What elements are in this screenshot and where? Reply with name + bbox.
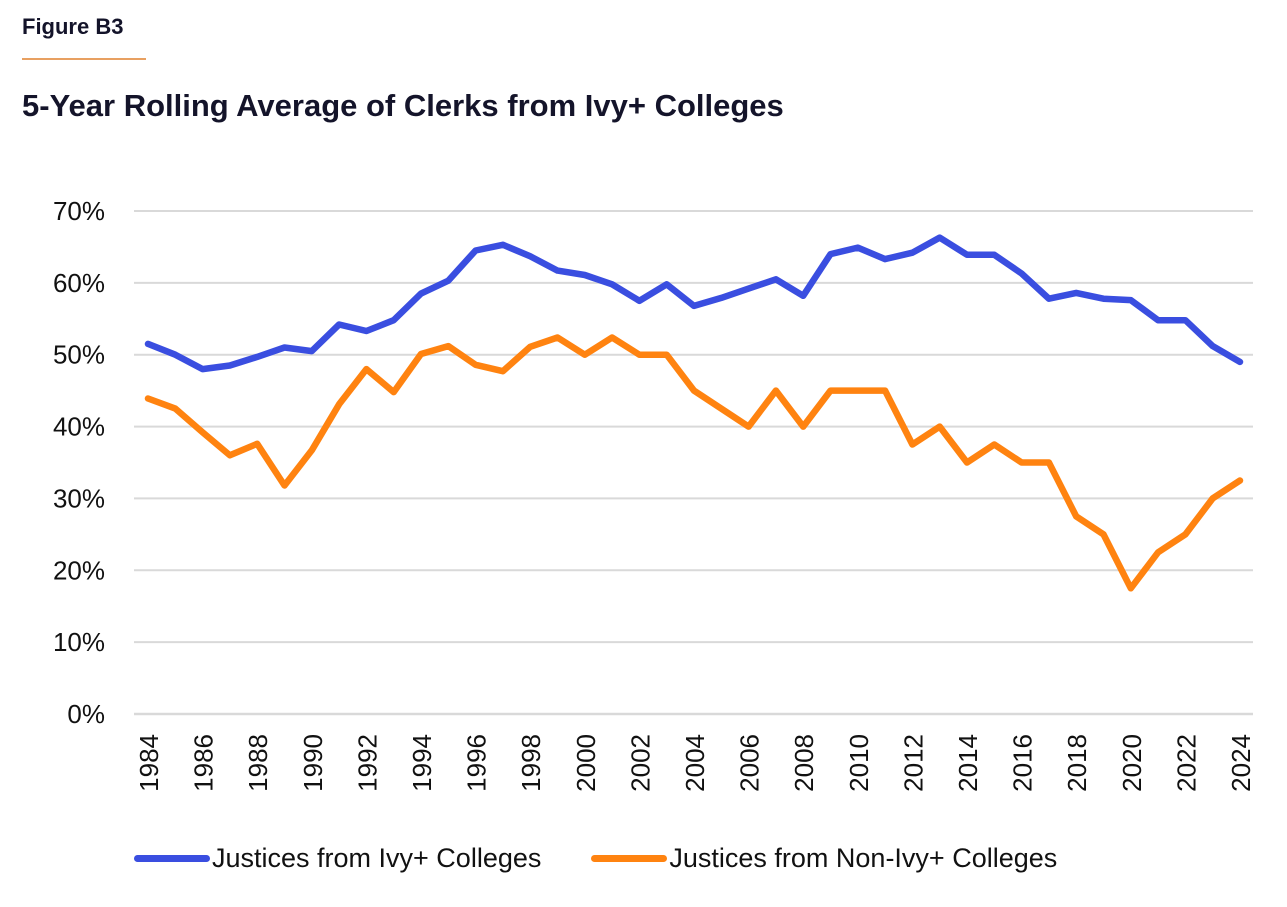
x-tick-label: 1992 xyxy=(352,734,382,792)
x-axis-ticks: 1984 1986 1988 1990 1992 1994 1996 1998 2000 2002… xyxy=(134,734,1256,792)
y-tick-label: 30% xyxy=(53,483,105,513)
x-tick-label: 2014 xyxy=(953,734,983,792)
x-tick-label: 1996 xyxy=(462,734,492,792)
figure-label-underline xyxy=(22,58,146,60)
x-tick-label: 1984 xyxy=(134,734,164,792)
legend-label-non-ivy: Justices from Non-Ivy+ Colleges xyxy=(669,843,1058,873)
x-tick-label: 1986 xyxy=(189,734,219,792)
y-tick-label: 10% xyxy=(53,627,105,657)
y-tick-label: 20% xyxy=(53,555,105,585)
legend: Justices from Ivy+ Colleges Justices fro… xyxy=(134,843,1107,874)
x-tick-label: 2012 xyxy=(898,734,928,792)
x-tick-label: 2010 xyxy=(844,734,874,792)
y-tick-label: 60% xyxy=(53,268,105,298)
legend-label-ivy: Justices from Ivy+ Colleges xyxy=(212,843,542,873)
series-lines xyxy=(144,234,1244,592)
x-tick-label: 2000 xyxy=(571,734,601,792)
x-tick-label: 2008 xyxy=(789,734,819,792)
x-tick-label: 2022 xyxy=(1171,734,1201,792)
x-tick-label: 2018 xyxy=(1062,734,1092,792)
series-line-non-ivy xyxy=(144,334,1244,592)
x-tick-label: 1988 xyxy=(243,734,273,792)
series-line-ivy xyxy=(144,234,1244,373)
y-tick-label: 0% xyxy=(67,699,105,729)
chart-title: 5-Year Rolling Average of Clerks from Iv… xyxy=(22,88,784,123)
x-tick-label: 2004 xyxy=(680,734,710,792)
x-tick-label: 2020 xyxy=(1117,734,1147,792)
x-tick-label: 2002 xyxy=(625,734,655,792)
legend-item-ivy: Justices from Ivy+ Colleges xyxy=(134,843,541,874)
x-tick-label: 2006 xyxy=(735,734,765,792)
y-tick-label: 50% xyxy=(53,340,105,370)
x-tick-label: 2016 xyxy=(1008,734,1038,792)
x-tick-label: 1994 xyxy=(407,734,437,792)
y-tick-label: 40% xyxy=(53,412,105,442)
legend-item-non-ivy: Justices from Non-Ivy+ Colleges xyxy=(591,843,1057,874)
y-tick-label: 70% xyxy=(53,196,105,226)
x-tick-label: 1990 xyxy=(298,734,328,792)
y-axis-ticks: 0% 10% 20% 30% 40% 50% 60% 70% xyxy=(53,196,105,729)
x-tick-label: 1998 xyxy=(516,734,546,792)
x-tick-label: 2024 xyxy=(1226,734,1256,792)
figure-label: Figure B3 xyxy=(22,14,124,39)
legend-swatch-non-ivy xyxy=(591,855,668,862)
legend-swatch-ivy xyxy=(134,855,210,862)
